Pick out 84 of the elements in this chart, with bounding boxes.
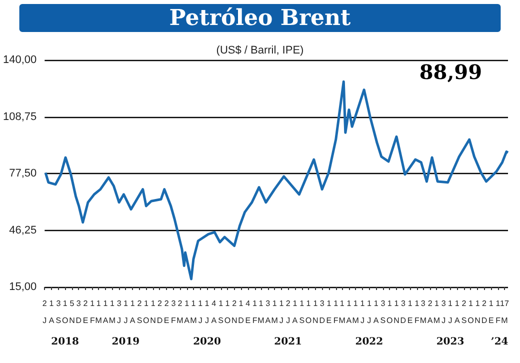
x-tick-label: 1 A (130, 299, 136, 325)
x-tick-label: 3 S (380, 299, 386, 325)
x-tick-label: 2 D (481, 299, 488, 325)
x-tick-label: 1 F (333, 299, 339, 325)
x-tick-label: 2 D (156, 299, 163, 325)
x-tick-label: 1 O (62, 299, 68, 325)
x-tick-label: 1 F (414, 299, 420, 325)
x-tick-label: 1 M (190, 299, 198, 325)
x-tick-label: 1 O (143, 299, 150, 325)
chart-title: Petróleo Brent (169, 5, 352, 31)
x-tick-label: 1 E (407, 299, 413, 325)
x-tick-label: 1 O (468, 299, 474, 325)
x-tick-label: 1 J (204, 299, 210, 325)
x2-tick-label: 2023 (436, 336, 464, 348)
x-tick-label: 1 A (48, 299, 55, 325)
x-tick-label: 1 A (346, 299, 352, 325)
x-tick-label: 1 A (373, 299, 380, 325)
x2-tick-label: ’24 (490, 336, 508, 348)
x-tick-label: 1 S (218, 299, 224, 325)
x-tick-label: 1 J (198, 299, 204, 325)
x-tick-label: 3 M (420, 299, 427, 325)
x-tick-label: 1 J (123, 299, 128, 325)
x-tick-label: 1 S (299, 299, 305, 325)
x2-tick-label: 2021 (274, 336, 302, 348)
x-tick-label: 5 N (69, 299, 76, 325)
x-tick-label: 1 D (238, 299, 244, 325)
x2-tick-label: 2020 (193, 336, 221, 348)
x-tick-label: 2 N (231, 299, 238, 325)
y-tick-label: 108,75 (2, 110, 37, 123)
x-tick-label: 1 J (448, 299, 454, 325)
x-tick-label: 1 M (338, 299, 346, 325)
x-tick-label: 1 A (454, 299, 460, 325)
x-tick-label: 2 S (461, 299, 467, 325)
x-tick-label: 3 J (116, 299, 122, 325)
x-tick-label: 2 E (164, 299, 170, 325)
y-tick-label: 77,50 (9, 168, 37, 180)
x-tick-label: 2 S (136, 299, 142, 325)
x2-tick-label: 2019 (112, 336, 140, 348)
x-tick-label: 1 M (95, 299, 102, 325)
x-tick-label: 3 F (171, 299, 176, 325)
x-tick-label: 2 J (286, 299, 291, 325)
x-tick-label: 1 O (386, 299, 393, 325)
x-tick-label: 3 D (76, 299, 82, 325)
x-tick-label: 1 O (224, 299, 231, 325)
x-tick-label: 1 A (292, 299, 298, 325)
x-tick-label: 1 M (108, 299, 116, 325)
x-tick-label: 1 J (360, 299, 366, 325)
x-tick-label: 4 E (245, 299, 251, 325)
x-tick-label: 1 F (496, 299, 501, 325)
x-tick-label: 1 M (258, 299, 265, 325)
x-tick-label: 3 D (319, 299, 326, 325)
x-tick-label: 3 S (56, 299, 62, 325)
x-tick-label: 2 M (176, 299, 184, 325)
chart-subtitle: (US$ / Barril, IPE) (216, 44, 304, 56)
x-tick-label: 2 E (82, 299, 88, 325)
x-tick-label: 2 J (42, 299, 48, 325)
x-tick-label: 3 J (441, 299, 446, 325)
x-tick-label: 1 J (279, 299, 284, 325)
x-tick-label: 1 O (305, 299, 312, 325)
x-tick-label: 1 J (366, 299, 372, 325)
x-tick-label: 1 E (488, 299, 494, 325)
y-tick-label: 15,00 (9, 281, 37, 293)
x-tick-label: 3 A (265, 299, 272, 325)
annotation: 88,99 (419, 60, 482, 84)
x-tick-label: 1 N (312, 299, 319, 325)
y-tick-label: 140,00 (2, 54, 37, 66)
x-tick-label: 1 N (394, 299, 400, 325)
x-tick-label: 1 A (102, 299, 109, 325)
x-tick-label: 1 E (326, 299, 332, 325)
x-tick-label: 1 M (433, 299, 440, 325)
x-tick-label: 2 A (427, 299, 434, 325)
x-tick-label: 1 F (90, 299, 96, 325)
x-tick-label: 3 D (400, 299, 406, 325)
x2-tick-label: 2022 (355, 336, 384, 348)
x-tick-label: 4 A (211, 299, 218, 325)
x-tick-label: 17 M (500, 299, 510, 325)
x-tick-label: 1 N (474, 299, 481, 325)
x-tick-label: 1 A (184, 299, 190, 325)
x-tick-label: 1 N (150, 299, 156, 325)
x-tick-label: 1 M (271, 299, 278, 325)
y-tick-label: 46,25 (9, 224, 37, 236)
x-tick-label: 1 M (352, 299, 360, 325)
x-tick-label: 1 F (252, 299, 258, 325)
x2-tick-label: 2018 (51, 336, 80, 348)
